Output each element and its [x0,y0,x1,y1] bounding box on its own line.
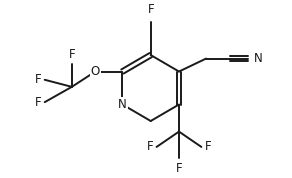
Text: F: F [69,48,75,61]
Text: F: F [34,96,41,109]
Text: N: N [254,52,263,65]
Text: F: F [176,162,182,175]
Text: F: F [147,140,153,153]
Text: F: F [34,73,41,86]
Text: O: O [91,65,100,78]
Text: F: F [205,140,211,153]
Text: F: F [147,3,154,16]
Text: N: N [118,98,127,111]
